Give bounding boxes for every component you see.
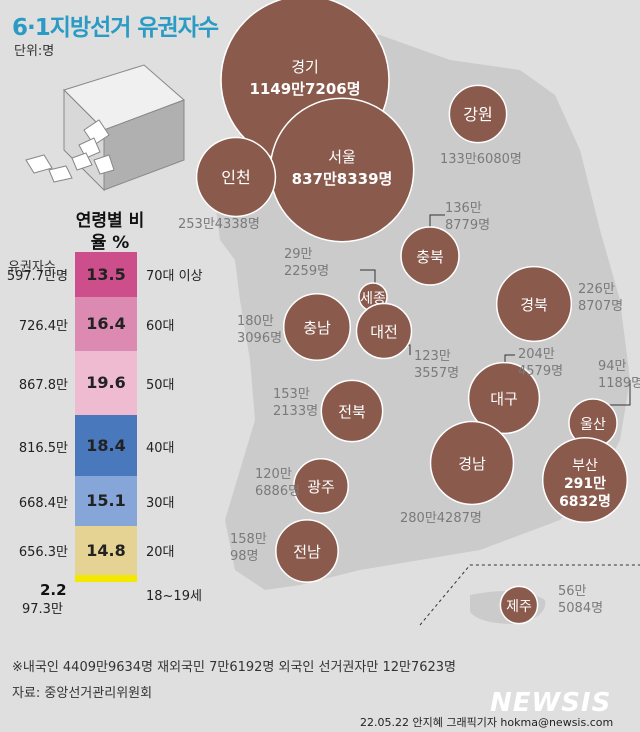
bubble-경북 [495,265,573,343]
bar-4: 15.1 [75,476,137,526]
age-chart-title: 연령별 비율 % [70,210,150,254]
bar-count-2: 867.8만 [18,378,68,393]
bar-count-1: 726.4만 [18,318,68,334]
bubble-강원 [448,84,508,144]
region-name-세종: 세종 [360,291,386,307]
region-value-대전-0: 123만 [414,349,451,364]
region-name-광주: 광주 [307,478,335,496]
region-value-대구-1: 4579명 [518,364,563,379]
bubble-부산 [541,436,629,524]
bar-count-4: 668.4만 [18,495,68,511]
footnote: ※내국인 4409만9634명 재외국민 7만6192명 외국인 선거권자만 1… [12,660,456,675]
region-value-전남-1: 98명 [230,549,259,564]
region-value-전남-0: 158만 [230,532,267,547]
region-value-제주-0: 56만 [558,584,587,599]
bubble-전북 [320,379,384,443]
bar-age-1: 60대 [146,318,175,334]
region-value-전북-1: 2133명 [273,404,318,419]
bubble-경남 [429,420,515,506]
region-name-강원: 강원 [463,105,492,124]
region-value-충남-1: 3096명 [237,331,282,346]
bar-value-18-19: 2.2 [40,581,67,599]
region-value-경남-0: 280만4287명 [400,511,482,526]
bubble-대전 [355,302,413,360]
region-value-전북-0: 153만 [273,387,310,402]
region-value-울산-1: 1189명 [598,376,640,391]
region-value-경북-0: 226만 [578,282,615,297]
bubble-충북 [400,226,460,286]
bar-age-18-19: 18~19세 [146,589,202,604]
region-name-서울: 서울 [328,148,356,166]
leader-sejong [360,269,376,288]
bar-age-4: 30대 [146,495,175,511]
region-value-인천-0: 253만4338명 [178,217,260,232]
region-name-부산: 부산 [572,458,598,474]
region-value-광주-1: 6886명 [255,484,300,499]
newsis-logo: NEWSIS [490,688,612,718]
region-name-울산: 울산 [580,417,606,433]
bubble-인천 [195,136,277,218]
age-chart-title-text: 연령별 비율 % [75,211,145,253]
region-name-전북: 전북 [338,403,366,421]
bar-1: 16.4 [75,296,137,351]
bubble-제주 [499,585,539,625]
region-value-경북-1: 8707명 [578,299,623,314]
bubble-대구 [467,361,541,435]
voter-count-header: 유권자수 [8,260,56,275]
region-name-충남: 충남 [303,319,331,337]
bar-age-3: 40대 [146,440,175,456]
jeju-divider [419,564,640,626]
bubble-광주 [293,458,349,514]
region-name-인천: 인천 [221,168,250,187]
bar-5: 14.8 [75,525,137,575]
region-name-경북: 경북 [520,296,548,314]
region-value-경기: 1149만7206명 [249,80,360,98]
region-value-line2-부산: 6832명 [559,493,611,510]
region-value-광주-0: 120만 [255,467,292,482]
bar-18-19 [75,574,137,582]
bar-age-5: 20대 [146,545,175,561]
unit-label: 단위:명 [14,44,55,59]
region-value-세종-0: 29만 [284,247,313,262]
bar-count-5: 656.3만 [18,545,68,561]
region-value-충북-1: 8779명 [445,218,490,233]
region-name-경남: 경남 [458,455,486,473]
region-value-충북-0: 136만 [445,201,482,216]
region-value-서울: 837만8339명 [292,170,393,188]
region-value-세종-1: 2259명 [284,264,329,279]
bar-count-3: 816.5만 [18,440,68,456]
region-value-제주-1: 5084명 [558,601,603,616]
region-name-대전: 대전 [370,323,398,341]
region-name-경기: 경기 [291,58,319,76]
ballot-box-icon [25,64,185,192]
region-value-대구-0: 204만 [518,347,555,362]
region-name-제주: 제주 [506,599,532,615]
region-value-충남-0: 180만 [237,314,274,329]
bar-age-2: 50대 [146,378,175,393]
region-name-충북: 충북 [416,248,444,266]
bar-age-0: 70대 이상 [146,269,203,285]
region-value-울산-0: 94만 [598,359,627,374]
region-value-강원-0: 133만6080명 [440,152,522,167]
chart-title: 6·1지방선거 유권자수 [12,15,219,41]
bar-count-0: 597.7만명 [6,269,68,285]
region-value-대전-1: 3557명 [414,366,459,381]
bar-0: 13.5 [75,252,137,297]
source-note: 자료: 중앙선거관리위원회 [12,686,153,701]
region-name-대구: 대구 [490,390,518,408]
credit-line: 22.05.22 안지혜 그래픽기자 hokma@newsis.com [360,716,614,729]
bubble-전남 [275,519,339,583]
bubble-충남 [282,292,352,362]
bar-3: 18.4 [75,415,137,477]
region-name-전남: 전남 [293,543,321,561]
region-value-부산: 291만 [564,476,606,492]
bar-count-18-19: 97.3만 [22,602,63,617]
bar-2: 19.6 [75,350,137,416]
